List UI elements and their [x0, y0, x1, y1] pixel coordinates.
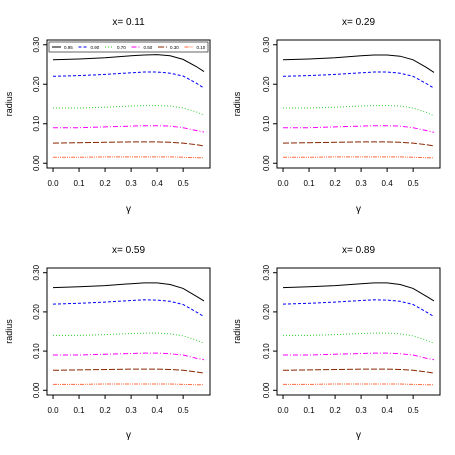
plot-frame [46, 39, 211, 169]
y-tick-label: 0.10 [262, 115, 271, 131]
panel-3: x= 0.59 0.0 0.1 0.2 0.3 0.4 0.5 0.00 0.10 0.20 0.3… [4, 245, 211, 441]
plot-frame [276, 39, 441, 169]
x-tick-label: 0.0 [47, 406, 59, 415]
y-tick-label: 0.30 [32, 264, 41, 280]
x-tick-label: 0.1 [303, 179, 315, 188]
series-line-0-95 [282, 282, 435, 302]
series-line-0-70 [53, 105, 205, 116]
series-line-0-90 [52, 71, 205, 89]
x-axis-label: γ [356, 204, 361, 215]
x-tick-label: 0.4 [152, 406, 164, 415]
y-tick-label: 0.00 [32, 155, 41, 171]
x-tick-label: 0.2 [330, 406, 342, 415]
y-tick-label: 0.20 [262, 304, 271, 320]
legend-box [48, 41, 209, 53]
x-tick-label: 0.5 [408, 406, 420, 415]
series-line-0-90 [52, 299, 205, 318]
x-tick-label: 0.1 [73, 179, 85, 188]
y-tick-label: 0.20 [32, 76, 41, 92]
plot-frame [276, 267, 441, 396]
y-tick-label: 0.10 [262, 343, 271, 359]
y-tick-label: 0.30 [262, 36, 271, 52]
x-tick-label: 0.3 [356, 179, 368, 188]
x-tick-label: 0.3 [126, 406, 138, 415]
x-tick-label: 0.2 [100, 179, 112, 188]
series-line-0-50 [283, 352, 435, 361]
x-tick-label: 0.0 [277, 179, 289, 188]
y-tick-label: 0.20 [262, 76, 271, 92]
y-axis-label: radius [232, 91, 242, 116]
series-line-0-50 [283, 125, 435, 133]
series-line-0-10 [283, 156, 434, 159]
y-tick-label: 0.00 [262, 155, 271, 171]
y-tick-label: 0.00 [32, 382, 41, 398]
x-tick-label: 0.3 [126, 179, 138, 188]
x-tick-label: 0.5 [178, 179, 190, 188]
series-line-0-10 [53, 383, 204, 386]
x-axis-label: γ [126, 430, 131, 441]
panel-2: x= 0.29 0.0 0.1 0.2 0.3 0.4 0.5 0.00 0.10 0.20 0.3… [232, 17, 441, 215]
y-axis-label: radius [232, 319, 242, 344]
x-tick-label: 0.5 [408, 179, 420, 188]
series-line-0-70 [53, 332, 205, 344]
y-axis-label: radius [4, 91, 14, 116]
series-line-0-30 [282, 368, 435, 374]
series-line-0-10 [53, 156, 204, 159]
x-tick-label: 0.3 [356, 406, 368, 415]
series-line-0-50 [53, 125, 205, 133]
series-line-0-30 [52, 368, 205, 374]
y-axis-label: radius [4, 319, 14, 344]
series-line-0-95 [52, 282, 205, 302]
legend-label: 0.50 [144, 45, 153, 50]
x-tick-label: 0.2 [330, 179, 342, 188]
panel-title: x= 0.59 [112, 245, 146, 256]
series-line-0-95 [282, 54, 435, 73]
x-tick-label: 0.4 [382, 406, 394, 415]
legend-label: 0.70 [117, 45, 126, 50]
x-tick-label: 0.5 [178, 406, 190, 415]
x-tick-label: 0.0 [277, 406, 289, 415]
x-axis-label: γ [356, 430, 361, 441]
x-tick-label: 0.2 [100, 406, 112, 415]
panel-title: x= 0.89 [342, 245, 376, 256]
plot-frame [46, 267, 211, 396]
x-tick-label: 0.0 [47, 179, 59, 188]
y-tick-label: 0.10 [32, 343, 41, 359]
series-line-0-95 [52, 54, 205, 73]
x-axis-label: γ [126, 204, 131, 215]
y-tick-label: 0.30 [262, 264, 271, 280]
panel-1: x= 0.11 0.0 0.1 0.2 0.3 0.4 0.5 0.00 0.10 0.20 0.3… [4, 17, 211, 215]
x-tick-label: 0.1 [303, 406, 315, 415]
series-line-0-70 [283, 105, 435, 117]
y-tick-label: 0.20 [32, 304, 41, 320]
series-line-0-10 [283, 383, 434, 386]
series-line-0-90 [282, 71, 435, 89]
y-tick-label: 0.30 [32, 36, 41, 52]
legend-label: 0.95 [64, 45, 73, 50]
series-line-0-30 [282, 141, 435, 147]
panel-title: x= 0.11 [112, 17, 145, 28]
series-line-0-90 [282, 299, 435, 318]
panel-title: x= 0.29 [342, 17, 376, 28]
legend-label: 0.10 [197, 45, 206, 50]
legend-label: 0.90 [91, 45, 100, 50]
x-tick-label: 0.1 [73, 406, 85, 415]
panel-4: x= 0.89 0.0 0.1 0.2 0.3 0.4 0.5 0.00 0.10 0.20 0.3… [232, 245, 441, 441]
x-tick-label: 0.4 [382, 179, 394, 188]
y-tick-label: 0.00 [262, 382, 271, 398]
series-line-0-70 [283, 332, 435, 344]
legend-label: 0.30 [170, 45, 179, 50]
x-tick-label: 0.4 [152, 179, 164, 188]
series-line-0-30 [52, 141, 205, 147]
series-line-0-50 [53, 352, 205, 361]
y-tick-label: 0.10 [32, 115, 41, 131]
legend: 0.95 0.90 0.70 0.50 0.30 0.10 [48, 41, 209, 53]
